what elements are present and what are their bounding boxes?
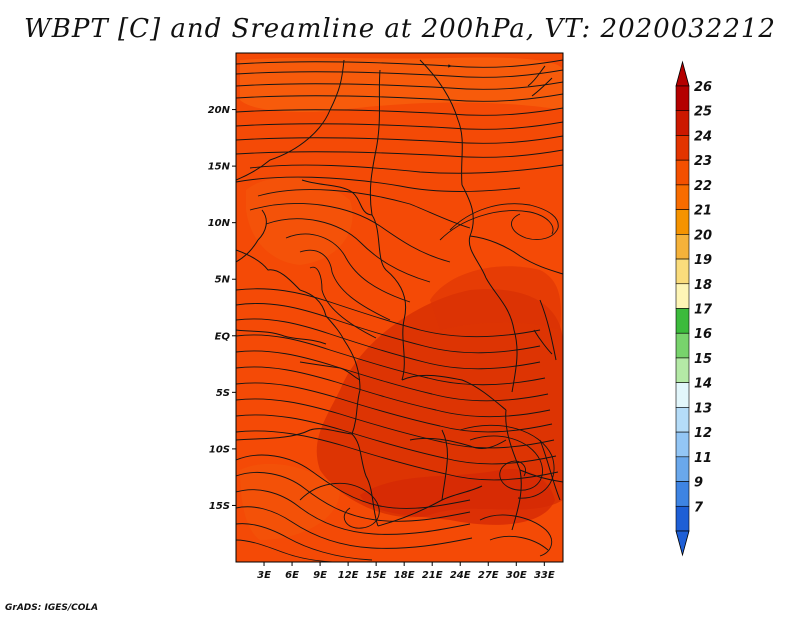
lat-tick-label: 15N [208, 162, 231, 173]
colorbar-swatch [675, 332, 690, 359]
colorbar-swatch [675, 135, 690, 161]
colorbar-label: 12 [694, 426, 712, 441]
field-cool-region [240, 463, 340, 540]
field-warm-region [430, 266, 561, 330]
lon-tick-label: 30E [506, 570, 527, 581]
lat-tick-label: 5S [216, 388, 230, 399]
colorbar-swatch [675, 258, 690, 285]
field-warm-region [316, 289, 563, 518]
credit-label: GrADS: IGES/COLA [5, 603, 99, 613]
latitude-axis: 20N 15N 10N 5N EQ 5S 10S 15S [208, 105, 236, 512]
colorbar-swatch [675, 505, 690, 532]
colorbar-swatch [675, 283, 690, 309]
colorbar-swatch [675, 481, 690, 507]
field-cool-region [240, 57, 563, 112]
colorbar-min-arrow [675, 530, 690, 557]
chart-title: WBPT [C] and Sreamline at 200hPa, VT: 20… [24, 14, 776, 44]
map-frame [235, 52, 564, 563]
colorbar-label: 19 [694, 253, 712, 268]
lon-tick-label: 33E [534, 570, 555, 581]
colorbar-label: 23 [694, 154, 712, 169]
colorbar-label: 22 [694, 179, 712, 194]
colorbar-swatch [675, 184, 690, 210]
field-cool-region [246, 177, 353, 265]
colorbar-label: 25 [694, 105, 712, 120]
streamlines [236, 59, 563, 562]
colorbar-swatch [675, 431, 690, 458]
lat-tick-label: 20N [208, 105, 231, 116]
field-warm-region [360, 469, 555, 525]
colorbar-label: 20 [694, 228, 712, 243]
colorbar-label: 16 [694, 327, 712, 342]
colorbar-label: 7 [694, 500, 704, 515]
colorbar-label: 21 [694, 204, 712, 219]
lon-tick-label: 12E [338, 570, 359, 581]
colorbar-swatch [675, 159, 690, 186]
colorbar-label: 18 [694, 278, 712, 293]
colorbar-label: 14 [694, 377, 712, 392]
colorbar-swatch [675, 110, 690, 136]
colorbar-max-arrow [675, 60, 690, 87]
colorbar-label: 11 [694, 451, 712, 466]
colorbar-label: 17 [694, 303, 713, 318]
lon-tick-label: 27E [478, 570, 499, 581]
lon-tick-label: 6E [285, 570, 299, 581]
colorbar-swatch [675, 357, 690, 383]
colorbar-swatch [675, 407, 690, 433]
map-area [236, 53, 563, 562]
colorbar-label: 9 [694, 476, 703, 491]
colorbar-swatch [675, 85, 690, 112]
colorbar: 26 25 24 23 22 21 20 19 18 17 16 15 14 13 12 11 9 7 [675, 60, 713, 557]
lon-tick-label: 18E [394, 570, 415, 581]
colorbar-swatch [675, 209, 690, 235]
colorbar-label: 26 [694, 80, 712, 95]
lon-tick-label: 15E [366, 570, 387, 581]
lon-tick-label: 3E [257, 570, 271, 581]
colorbar-swatch [675, 382, 690, 408]
colorbar-label: 24 [694, 129, 712, 144]
lat-tick-label: EQ [215, 331, 231, 342]
lon-tick-label: 21E [422, 570, 443, 581]
lat-tick-label: 10N [208, 218, 231, 229]
colorbar-swatch [675, 308, 690, 334]
longitude-axis: 3E 6E 9E 12E 15E 18E 21E 24E 27E 30E 33E [257, 562, 555, 581]
lon-tick-label: 9E [313, 570, 327, 581]
colorbar-label: 13 [694, 401, 712, 416]
lon-tick-label: 24E [450, 570, 471, 581]
colorbar-swatch [675, 234, 690, 260]
lat-tick-label: 10S [209, 444, 230, 455]
lat-tick-label: 5N [215, 275, 231, 286]
colorbar-swatch [675, 456, 690, 482]
colorbar-label: 15 [694, 352, 712, 367]
lat-tick-label: 15S [209, 501, 230, 512]
